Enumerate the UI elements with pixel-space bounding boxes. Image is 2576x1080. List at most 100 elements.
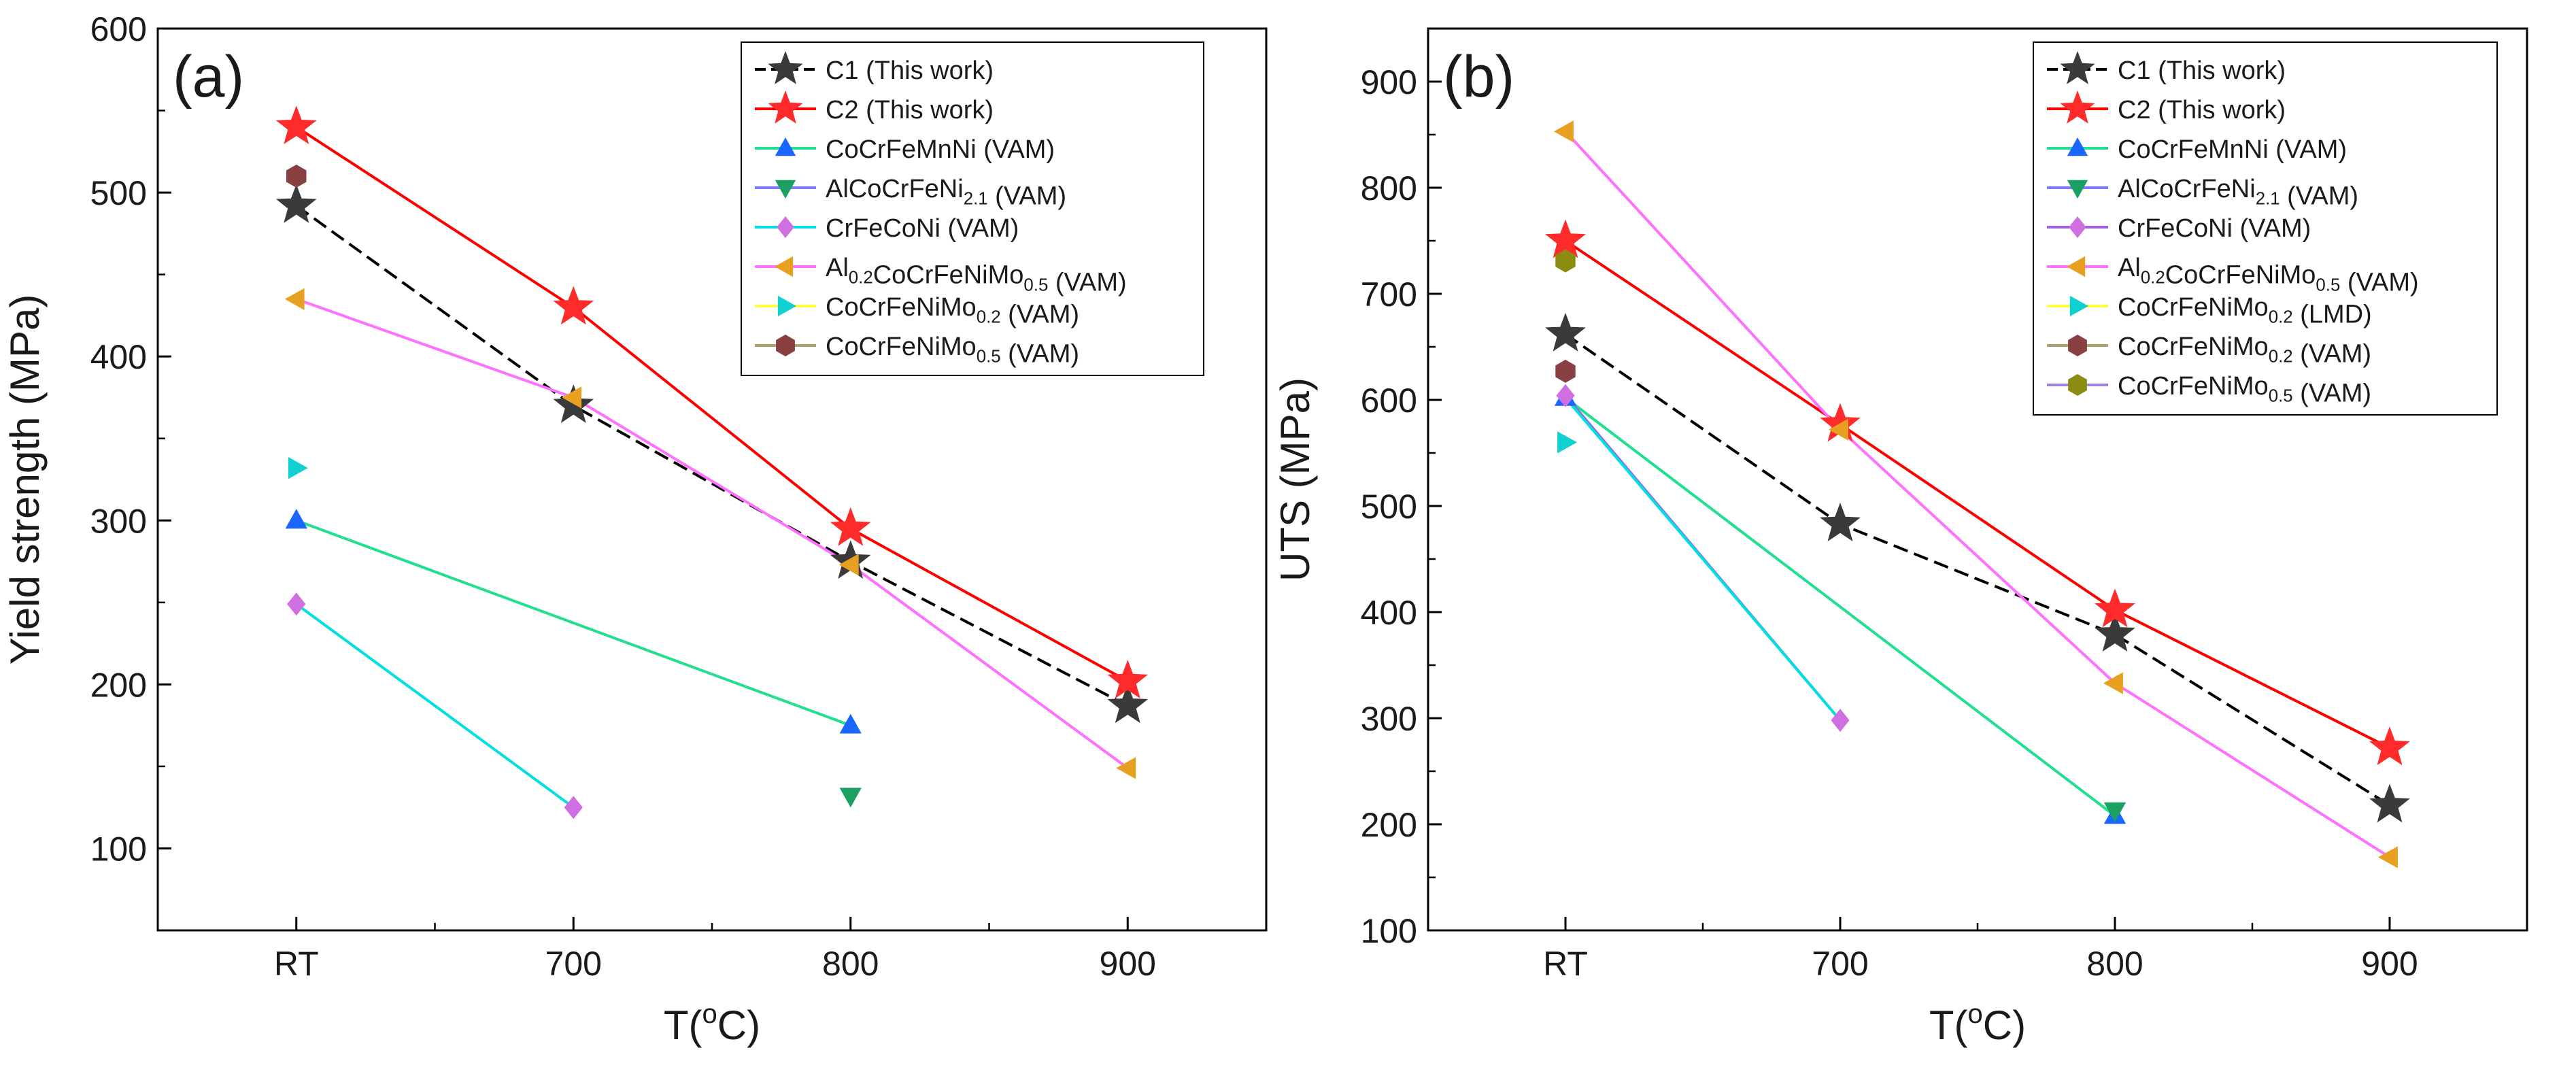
series-line [295, 125, 1129, 683]
data-point [284, 288, 305, 310]
x-tick-label: 800 [822, 945, 879, 983]
legend-marker [2068, 374, 2087, 396]
legend-label: CoCrFeNiMo0.5 (VAM) [826, 333, 1079, 369]
legend-label: CoCrFeNiMo0.2 (VAM) [2118, 333, 2371, 369]
data-point [1554, 120, 1574, 143]
data-point [2378, 846, 2398, 868]
data-point [2369, 726, 2410, 766]
data-point [287, 592, 306, 616]
series-line [1564, 396, 2116, 817]
y-tick-label: 700 [1361, 275, 1417, 314]
x-tick-label: 700 [1812, 945, 1868, 983]
series-line [296, 297, 1129, 769]
legend: C1 (This work) C2 (This work) CoCrFeMnNi (… [741, 41, 1204, 376]
legend-marker [2069, 216, 2086, 238]
legend-marker [2067, 137, 2088, 156]
y-tick-label: 500 [90, 174, 147, 212]
legend-label: CoCrFeMnNi (VAM) [2118, 135, 2347, 164]
legend-marker [2068, 335, 2087, 356]
chart-panel-a: 100 200 300 400 500 600 RT 700 800 900 T(oC) Yield … [2, 10, 1268, 1048]
data-point [285, 509, 307, 529]
data-point [2095, 588, 2135, 628]
x-tick-label: RT [1543, 945, 1588, 983]
data-point [1555, 359, 1576, 383]
legend-label: Al0.2CoCrFeNiMo0.5 (VAM) [2118, 254, 2419, 297]
data-point [564, 796, 583, 820]
legend-label: C1 (This work) [2118, 56, 2286, 85]
legend-marker [775, 256, 794, 277]
y-tick-label: 600 [1361, 382, 1417, 420]
chart-panel-b: 100 200 300 400 500 600 700 800 900 RT 700 800 900 T(… [1272, 27, 2528, 1048]
legend-label: CrFeCoNi (VAM) [2118, 214, 2311, 243]
legend-marker [776, 335, 795, 356]
legend-label: C2 (This work) [826, 96, 994, 124]
data-point [562, 386, 582, 409]
legend-marker [775, 180, 796, 199]
x-tick-label: 900 [2361, 945, 2418, 983]
x-tick-label: 900 [1100, 945, 1156, 983]
legend-marker [775, 137, 796, 156]
y-tick-label: 200 [90, 666, 147, 704]
legend-label: CoCrFeNiMo0.5 (VAM) [2118, 372, 2371, 408]
series-line [1564, 239, 2390, 749]
legend-marker [2060, 90, 2095, 124]
legend-marker [777, 216, 794, 238]
data-point [1555, 249, 1576, 273]
data-point [1107, 684, 1149, 724]
data-point [839, 788, 862, 808]
data-point [1820, 503, 1861, 541]
legend-marker [777, 295, 796, 317]
data-point [275, 184, 317, 223]
legend-label: CoCrFeNiMo0.2 (VAM) [826, 293, 1079, 329]
legend-marker [768, 51, 803, 84]
x-tick-label: 700 [545, 945, 602, 983]
legend: C1 (This work) C2 (This work) CoCrFeMnNi (… [2033, 41, 2498, 416]
y-tick-label: 900 [1361, 63, 1417, 101]
series-line [1564, 333, 2391, 807]
data-point [286, 165, 307, 188]
legend-label: CoCrFeMnNi (VAM) [826, 135, 1055, 164]
x-tick-label: 800 [2086, 945, 2143, 983]
data-point [1557, 431, 1577, 454]
series-line [295, 204, 1129, 707]
series-line [295, 603, 575, 809]
legend-marker [2060, 51, 2095, 84]
data-point [830, 507, 871, 546]
y-tick-label: 500 [1361, 488, 1417, 526]
panel-label: (a) [173, 44, 244, 109]
x-axis-label: T(oC) [664, 999, 760, 1048]
data-point [2103, 802, 2126, 822]
data-point [2095, 613, 2135, 652]
data-point [2369, 783, 2410, 823]
y-tick-label: 300 [90, 502, 147, 540]
data-point [839, 713, 862, 734]
data-point [1831, 709, 1850, 732]
x-axis-label: T(oC) [1929, 999, 2026, 1048]
y-axis-label: Yield strength (MPa) [2, 294, 48, 665]
legend-label: C1 (This work) [826, 56, 994, 85]
legend-marker [2067, 180, 2088, 199]
data-point [275, 105, 317, 145]
legend-label: CrFeCoNi (VAM) [826, 214, 1019, 243]
legend-label: AlCoCrFeNi2.1 (VAM) [826, 175, 1066, 211]
legend-label: C2 (This work) [2118, 96, 2286, 124]
y-tick-label: 100 [90, 830, 147, 868]
data-point [288, 457, 308, 479]
x-tick-label: RT [274, 945, 319, 983]
legend-box [2033, 41, 2498, 416]
data-point [1556, 384, 1575, 407]
data-point [1107, 660, 1149, 698]
y-tick-label: 200 [1361, 806, 1417, 844]
data-point [2103, 672, 2123, 694]
legend-label: CoCrFeNiMo0.2 (LMD) [2118, 293, 2372, 329]
data-point [553, 286, 594, 325]
data-point [1829, 418, 1848, 441]
y-tick-label: 400 [1361, 594, 1417, 632]
series-line [296, 519, 851, 727]
y-tick-label: 400 [90, 338, 147, 376]
y-tick-label: 600 [90, 10, 147, 48]
legend-marker [768, 90, 803, 124]
legend-label: Al0.2CoCrFeNiMo0.5 (VAM) [826, 254, 1127, 297]
data-point [1116, 757, 1136, 779]
